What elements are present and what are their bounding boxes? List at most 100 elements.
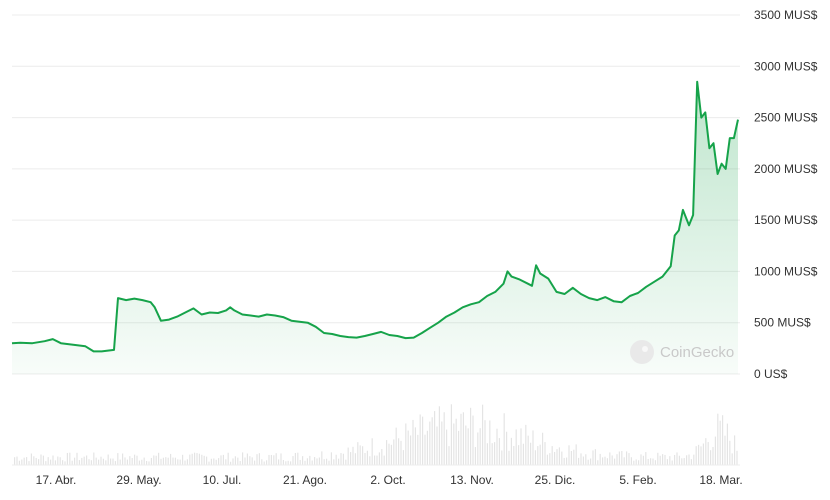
volume-bar [107, 454, 109, 465]
volume-bar [330, 452, 332, 465]
volume-bar [278, 459, 280, 465]
volume-bar [110, 458, 112, 465]
volume-bar [431, 417, 433, 465]
volume-bar [146, 460, 148, 465]
volume-bar [297, 452, 299, 465]
volume-bar [633, 460, 635, 465]
volume-bar [287, 460, 289, 465]
volume-bar [74, 457, 76, 465]
volume-bar [702, 443, 704, 465]
volume-bar [184, 460, 186, 465]
volume-bar [400, 440, 402, 465]
volume-bar [383, 455, 385, 465]
volume-bar [470, 407, 472, 465]
volume-bar [321, 451, 323, 465]
volume-bar [549, 453, 551, 465]
volume-bar [417, 434, 419, 465]
volume-bar [398, 438, 400, 465]
volume-bar [64, 461, 66, 465]
volume-bar [484, 420, 486, 465]
volume-bar [561, 451, 563, 465]
volume-bar [201, 454, 203, 465]
volume-bar [621, 451, 623, 465]
volume-bar [42, 455, 44, 465]
volume-bar [81, 457, 83, 465]
volume-bar [124, 457, 126, 465]
volume-bar [518, 445, 520, 465]
volume-bar [729, 440, 731, 465]
volume-bar [525, 424, 527, 465]
volume-bar [357, 442, 359, 465]
volume-bar [270, 454, 272, 465]
volume-bar [462, 412, 464, 465]
volume-bar [215, 459, 217, 465]
volume-bar [381, 449, 383, 465]
volume-bars [12, 404, 740, 466]
volume-bar [585, 454, 587, 465]
volume-bar [196, 453, 198, 465]
volume-bar [546, 454, 548, 465]
volume-bar [23, 457, 25, 465]
volume-bar [714, 436, 716, 465]
volume-bar [575, 444, 577, 465]
volume-bar [407, 430, 409, 465]
x-tick-label: 21. Ago. [283, 473, 327, 487]
volume-bar [261, 459, 263, 465]
volume-bar [597, 460, 599, 465]
volume-bar [160, 458, 162, 465]
volume-bar [436, 426, 438, 465]
volume-bar [405, 423, 407, 465]
volume-bar [566, 457, 568, 465]
volume-bar [88, 459, 90, 465]
volume-bar [537, 446, 539, 465]
volume-bar [309, 455, 311, 465]
volume-bar [285, 461, 287, 465]
volume-bar [690, 459, 692, 465]
volume-bar [35, 457, 37, 465]
volume-bar [210, 458, 212, 465]
volume-bar [290, 461, 292, 465]
volume-bar [455, 418, 457, 465]
volume-bar [554, 451, 556, 465]
volume-bar [306, 458, 308, 465]
volume-bar [14, 457, 16, 465]
volume-bar [477, 432, 479, 465]
volume-bar [695, 446, 697, 465]
volume-bar [498, 438, 500, 465]
volume-bar [153, 455, 155, 465]
volume-bar [364, 453, 366, 465]
volume-bar [304, 460, 306, 465]
volume-bar [112, 458, 114, 465]
volume-bar [602, 457, 604, 465]
volume-bar [657, 452, 659, 465]
volume-bar [645, 452, 647, 465]
volume-bar [340, 453, 342, 465]
volume-bar [611, 455, 613, 465]
volume-bar [254, 460, 256, 465]
volume-bar [414, 427, 416, 465]
x-tick-label: 2. Oct. [370, 473, 405, 487]
volume-bar [208, 461, 210, 465]
volume-bar [647, 458, 649, 465]
volume-bar [134, 454, 136, 465]
volume-bar [522, 443, 524, 465]
volume-bar [251, 457, 253, 465]
volume-bar [578, 457, 580, 465]
volume-bar [30, 453, 32, 465]
volume-bar [359, 445, 361, 465]
volume-bar [275, 453, 277, 465]
volume-bar [422, 416, 424, 465]
volume-bar [155, 455, 157, 465]
volume-bar [378, 452, 380, 465]
volume-bar [734, 435, 736, 465]
volume-bar [669, 456, 671, 465]
volume-bar [388, 443, 390, 465]
volume-bar [580, 453, 582, 465]
volume-bar [532, 430, 534, 465]
volume-bar [369, 456, 371, 465]
x-tick-label: 5. Feb. [619, 473, 656, 487]
volume-bar [410, 435, 412, 465]
volume-bar [638, 460, 640, 465]
volume-bar [486, 443, 488, 465]
